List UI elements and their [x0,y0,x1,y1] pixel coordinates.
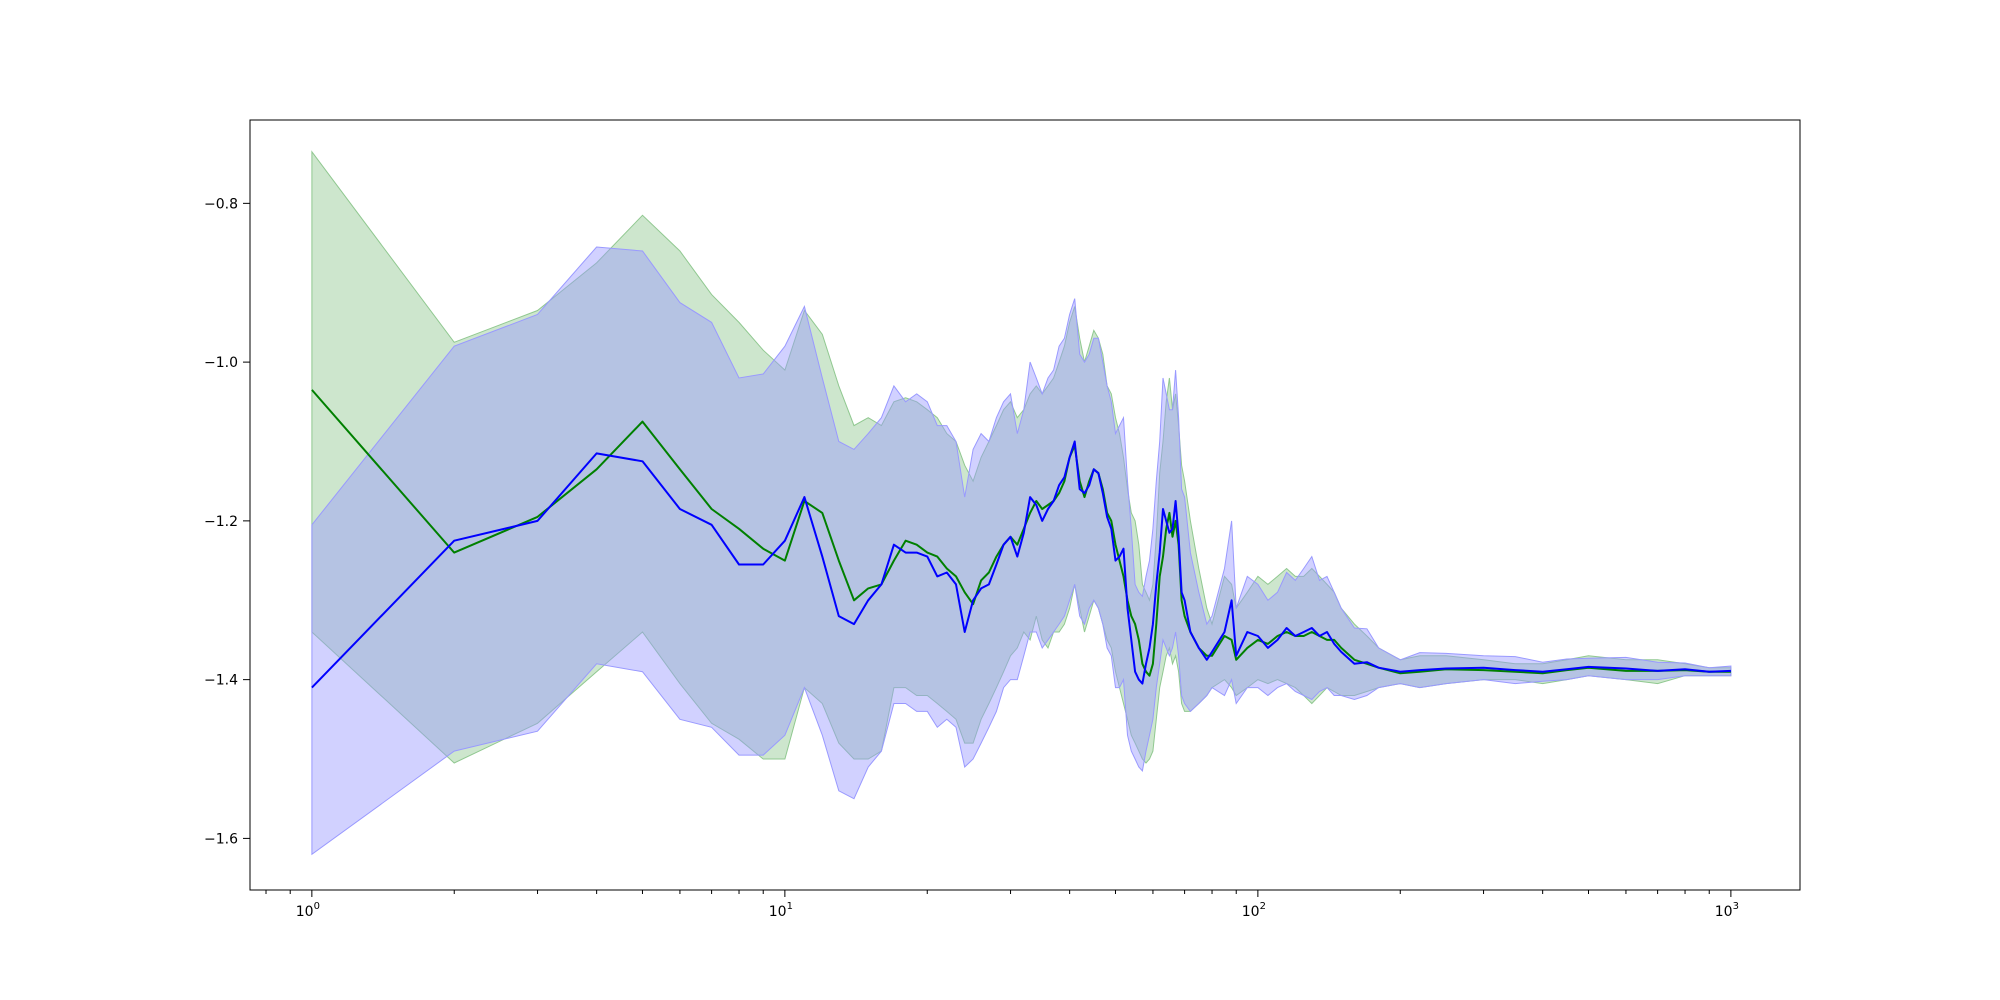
y-axis: −0.8 −1.0 −1.2 −1.4 −1.6 [204,196,250,847]
confidence-bands [311,150,1732,856]
x-tick-label: 101 [769,901,793,920]
y-tick-label: −1.6 [204,831,238,847]
y-tick-label: −1.2 [204,514,238,530]
y-tick-label: −0.8 [204,196,238,212]
y-tick-label: −1.0 [204,355,238,371]
series-1-line [311,440,1731,689]
x-tick-label: 103 [1715,901,1739,920]
series-1-band [311,246,1732,856]
x-tick-label: 102 [1242,901,1266,920]
y-tick-label: −1.4 [204,673,238,689]
plot-frame [249,119,1801,891]
x-axis: 100 101 102 103 [265,890,1739,920]
series-lines [311,389,1731,689]
x-tick-label: 100 [296,901,320,920]
